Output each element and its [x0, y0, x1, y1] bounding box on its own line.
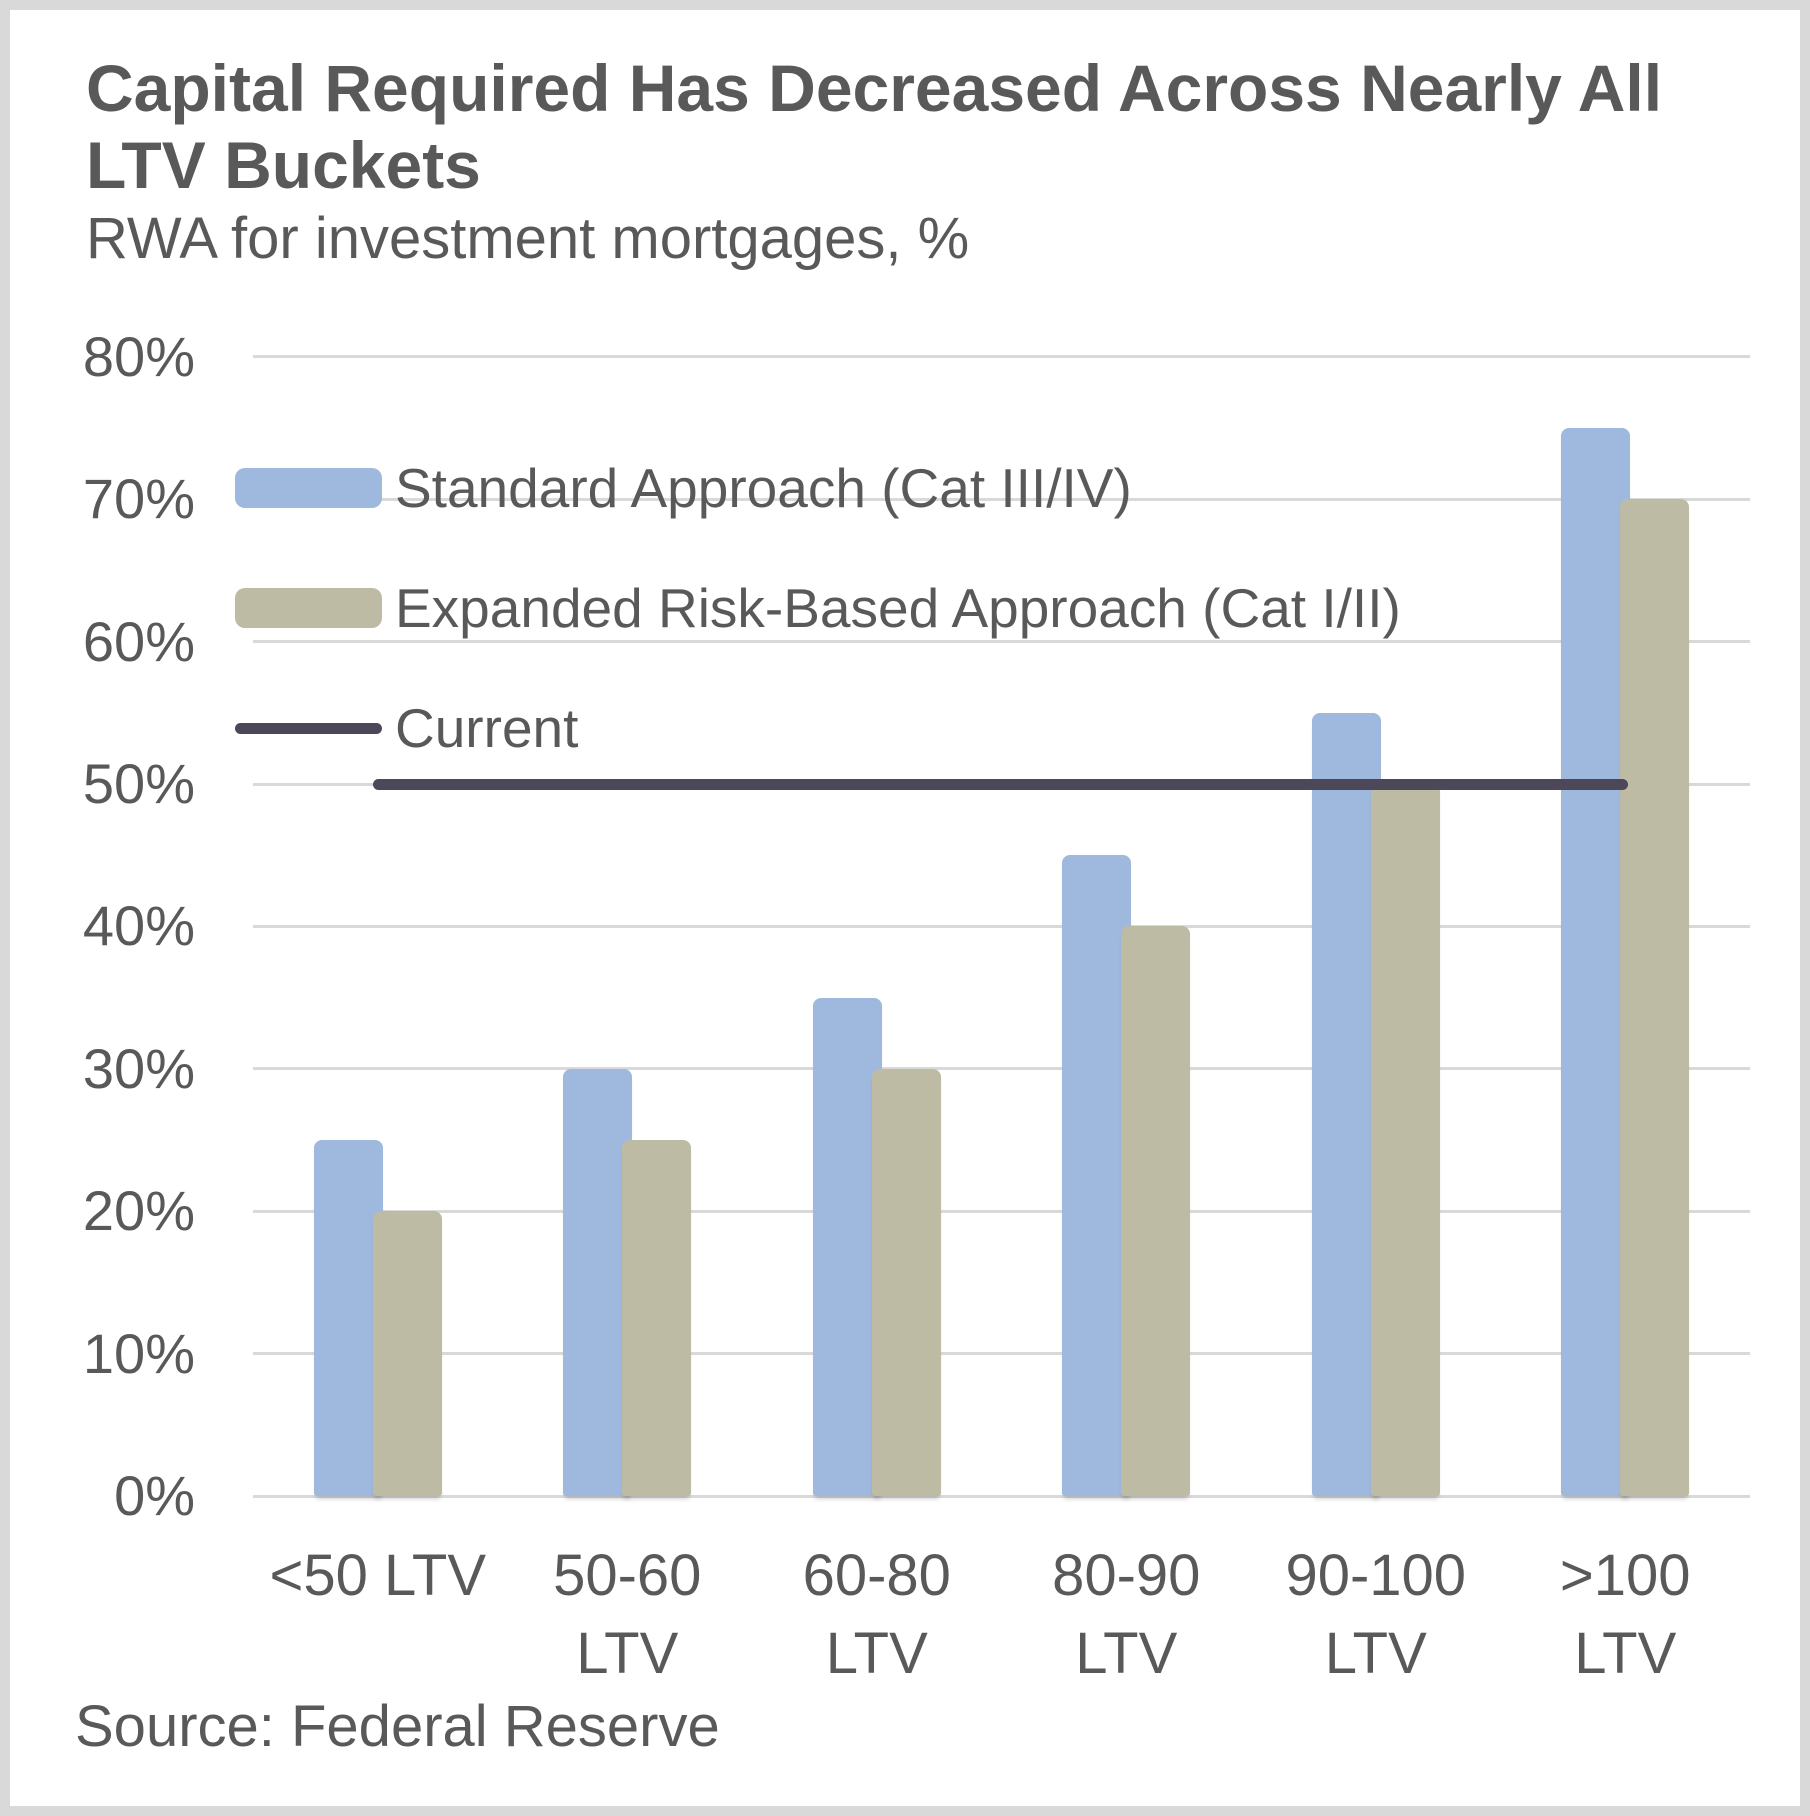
bar-expanded-approach	[372, 1211, 442, 1496]
x-axis-category-label: <50 LTV	[269, 1543, 487, 1608]
x-axis-category-label: 50-60 LTV	[553, 1543, 702, 1686]
y-axis-tick-label: 30%	[82, 1036, 195, 1100]
y-axis-tick-label: 60%	[82, 609, 195, 673]
legend-label: Current	[395, 696, 579, 759]
legend-label: Standard Approach (Cat III/IV)	[395, 456, 1132, 519]
gridline	[253, 1494, 1750, 1498]
bar-expanded-approach	[622, 1140, 692, 1496]
bar-standard-approach	[1311, 712, 1381, 1496]
y-axis-tick-label: 10%	[82, 1321, 195, 1385]
y-axis-tick-label: 70%	[82, 467, 195, 531]
bar-standard-approach	[563, 1068, 633, 1496]
legend-swatch-current-line	[235, 722, 382, 734]
bar-standard-approach	[313, 1140, 383, 1496]
bar-expanded-approach	[871, 1068, 941, 1496]
x-axis-category-label: >100 LTV	[1559, 1543, 1691, 1686]
legend-item-current: Current	[235, 700, 1401, 755]
gridline	[253, 924, 1750, 928]
chart-subtitle: RWA for investment mortgages, %	[86, 206, 970, 271]
gridline	[253, 355, 1750, 359]
gridline	[253, 1067, 1750, 1071]
bar-standard-approach	[1062, 855, 1132, 1496]
legend-item-expanded-approach: Expanded Risk-Based Approach (Cat I/II)	[235, 580, 1401, 635]
x-axis-category-label: 60-80 LTV	[802, 1543, 951, 1686]
bar-standard-approach	[812, 997, 882, 1496]
legend-swatch-expanded-approach	[235, 588, 382, 628]
gridline	[253, 497, 1750, 501]
legend: Standard Approach (Cat III/IV) Expanded …	[235, 460, 1401, 828]
source-note: Source: Federal Reserve	[75, 1694, 720, 1759]
x-axis-category-label: 80-90 LTV	[1052, 1543, 1201, 1686]
bar-expanded-approach	[1620, 499, 1690, 1496]
legend-swatch-standard-approach	[235, 468, 382, 508]
current-reference-line	[372, 778, 1629, 790]
chart-title: Capital Required Has Decreased Across Ne…	[86, 51, 1663, 202]
bar-expanded-approach	[1370, 784, 1440, 1496]
y-axis-tick-label: 20%	[82, 1179, 195, 1243]
x-axis-category-label: 90-100 LTV	[1285, 1543, 1467, 1686]
y-axis-tick-label: 80%	[82, 324, 195, 388]
gridline	[253, 1209, 1750, 1213]
y-axis-tick-label: 40%	[82, 894, 195, 958]
bar-standard-approach	[1561, 428, 1631, 1496]
legend-label: Expanded Risk-Based Approach (Cat I/II)	[395, 576, 1401, 639]
legend-item-standard-approach: Standard Approach (Cat III/IV)	[235, 460, 1401, 515]
y-axis-tick-label: 0%	[114, 1464, 195, 1527]
bar-expanded-approach	[1121, 926, 1191, 1496]
gridline	[253, 1352, 1750, 1356]
y-axis-tick-label: 50%	[82, 752, 195, 815]
gridline	[253, 640, 1750, 644]
